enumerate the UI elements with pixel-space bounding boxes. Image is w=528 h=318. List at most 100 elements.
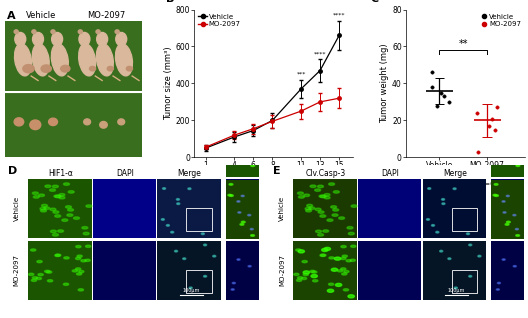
Ellipse shape xyxy=(68,191,74,193)
Point xyxy=(493,105,501,110)
Ellipse shape xyxy=(327,219,333,221)
Ellipse shape xyxy=(116,32,127,46)
Ellipse shape xyxy=(319,195,325,197)
Ellipse shape xyxy=(348,295,354,298)
Text: ****: **** xyxy=(333,12,345,17)
Ellipse shape xyxy=(503,161,507,162)
Bar xyxy=(422,240,486,300)
Y-axis label: Tumor size (mm³): Tumor size (mm³) xyxy=(164,47,173,120)
Point xyxy=(428,85,437,90)
Ellipse shape xyxy=(59,197,65,199)
Ellipse shape xyxy=(175,250,177,252)
Ellipse shape xyxy=(427,218,429,220)
Ellipse shape xyxy=(65,206,71,208)
Bar xyxy=(491,240,524,300)
Ellipse shape xyxy=(232,282,235,284)
Ellipse shape xyxy=(317,185,324,188)
Bar xyxy=(226,118,259,177)
Ellipse shape xyxy=(230,195,233,197)
Ellipse shape xyxy=(338,217,345,219)
Ellipse shape xyxy=(341,257,346,259)
Ellipse shape xyxy=(296,249,301,251)
Ellipse shape xyxy=(305,207,311,210)
Ellipse shape xyxy=(79,270,84,273)
Text: Vehicle: Vehicle xyxy=(279,196,285,221)
Bar xyxy=(451,208,477,231)
Ellipse shape xyxy=(324,247,331,251)
Bar xyxy=(93,179,156,238)
Bar xyxy=(226,240,259,300)
Point xyxy=(440,94,448,99)
Bar xyxy=(157,179,221,238)
Ellipse shape xyxy=(496,289,499,290)
Ellipse shape xyxy=(346,259,351,262)
Ellipse shape xyxy=(52,185,58,188)
Ellipse shape xyxy=(54,195,60,197)
Ellipse shape xyxy=(502,259,505,260)
Ellipse shape xyxy=(302,260,307,263)
Ellipse shape xyxy=(163,188,166,189)
Ellipse shape xyxy=(229,183,233,185)
Ellipse shape xyxy=(309,207,315,210)
Ellipse shape xyxy=(323,230,329,232)
Ellipse shape xyxy=(307,204,313,207)
Ellipse shape xyxy=(251,165,254,167)
Ellipse shape xyxy=(79,44,96,76)
Bar xyxy=(93,240,156,300)
Bar xyxy=(358,179,421,238)
Ellipse shape xyxy=(334,257,341,260)
Ellipse shape xyxy=(341,245,346,248)
Ellipse shape xyxy=(311,274,317,278)
Ellipse shape xyxy=(115,30,119,34)
Ellipse shape xyxy=(312,271,317,273)
Text: ***: *** xyxy=(296,72,306,76)
Text: MO-2097: MO-2097 xyxy=(14,254,20,286)
Ellipse shape xyxy=(78,30,82,34)
Y-axis label: Tumor weight (mg): Tumor weight (mg) xyxy=(380,44,389,123)
Text: DAPI: DAPI xyxy=(381,169,399,178)
Ellipse shape xyxy=(298,196,304,198)
Ellipse shape xyxy=(177,203,180,204)
Ellipse shape xyxy=(82,226,88,229)
Ellipse shape xyxy=(36,277,42,280)
Ellipse shape xyxy=(97,32,108,46)
Ellipse shape xyxy=(233,150,237,152)
Text: Merge: Merge xyxy=(178,169,202,178)
Text: Clv.Casp-3: Clv.Casp-3 xyxy=(306,169,346,178)
Point xyxy=(485,123,494,128)
Ellipse shape xyxy=(298,250,305,253)
Ellipse shape xyxy=(166,225,169,226)
Ellipse shape xyxy=(428,188,431,189)
Point xyxy=(432,103,441,108)
Ellipse shape xyxy=(126,66,133,71)
Ellipse shape xyxy=(441,198,445,200)
Ellipse shape xyxy=(189,287,192,289)
Legend: Vehicle, MO-2097: Vehicle, MO-2097 xyxy=(481,13,522,28)
Ellipse shape xyxy=(320,195,326,198)
Ellipse shape xyxy=(310,270,315,273)
Ellipse shape xyxy=(453,188,456,190)
Point xyxy=(487,116,496,121)
Ellipse shape xyxy=(494,156,497,157)
Ellipse shape xyxy=(201,233,204,235)
Ellipse shape xyxy=(213,255,216,257)
Bar xyxy=(451,270,477,293)
Text: D: D xyxy=(8,166,17,176)
Ellipse shape xyxy=(297,277,303,279)
Ellipse shape xyxy=(324,194,330,196)
Ellipse shape xyxy=(344,270,349,273)
Ellipse shape xyxy=(322,248,328,252)
Ellipse shape xyxy=(342,273,347,275)
Ellipse shape xyxy=(61,65,70,72)
Ellipse shape xyxy=(516,165,520,167)
Ellipse shape xyxy=(515,228,518,230)
Bar xyxy=(186,208,212,231)
Bar xyxy=(28,179,91,238)
Ellipse shape xyxy=(83,232,89,235)
Ellipse shape xyxy=(350,259,355,261)
Ellipse shape xyxy=(329,257,334,259)
Ellipse shape xyxy=(320,254,325,257)
Text: Vehicle: Vehicle xyxy=(14,196,20,221)
Ellipse shape xyxy=(231,289,234,290)
Ellipse shape xyxy=(55,254,60,257)
